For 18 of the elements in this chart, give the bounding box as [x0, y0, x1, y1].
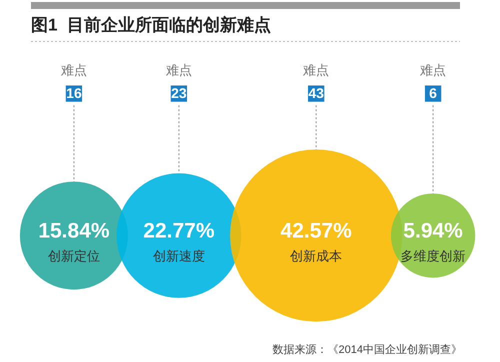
data-label: 15.84%: [38, 219, 110, 242]
text: 图1 目前企业所面临的创新难点: [31, 16, 271, 35]
category-label: 多维度创新: [400, 248, 466, 264]
series-label: 难点: [302, 62, 330, 78]
data-label: 16: [66, 84, 82, 101]
data-label: 43: [308, 84, 324, 101]
text: 难点: [166, 62, 192, 78]
data-label: 5.94%: [403, 219, 464, 242]
source-note: 数据来源：《2014中国企业创新调查》: [272, 343, 462, 356]
category-label: 创新成本: [290, 248, 342, 264]
data-label: 42.57%: [280, 219, 352, 242]
category-label: 创新定位: [48, 248, 100, 264]
data-label: 23: [171, 84, 187, 101]
text: 难点: [420, 62, 446, 78]
data-label: 6: [429, 84, 438, 101]
category-label: 创新速度: [152, 248, 205, 264]
text: 难点: [60, 62, 87, 78]
data-label: 22.77%: [143, 219, 215, 242]
